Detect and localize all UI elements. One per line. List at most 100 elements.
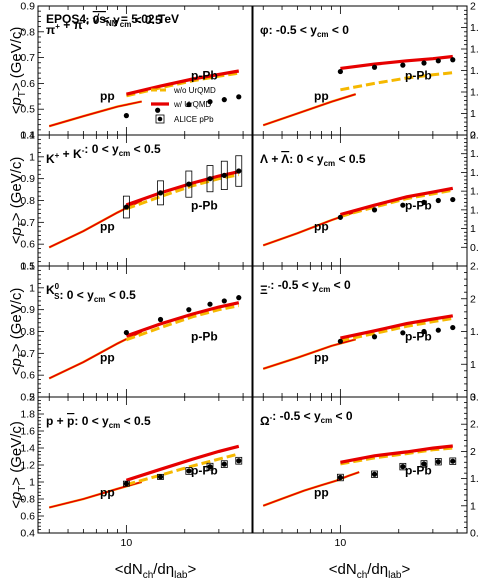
panel-0 xyxy=(48,69,240,128)
y-tick-label: 0.8 xyxy=(20,26,35,38)
pp-label: pp xyxy=(314,485,329,499)
y-tick-label: 0.5 xyxy=(20,104,35,116)
panel-1 xyxy=(262,54,453,127)
data-point xyxy=(157,190,164,196)
y-tick-label: 0.8 xyxy=(20,326,35,338)
data-point xyxy=(450,324,456,331)
y-tick-label: 1.6 xyxy=(470,44,478,56)
y-tick-label: 0.8 xyxy=(20,195,35,207)
y-tick-label: 0.8 xyxy=(470,242,478,254)
y-tick-label: 0.9 xyxy=(20,1,35,13)
ppb-curve-wo-urqmd xyxy=(340,446,453,466)
ppb-curve-w-urqmd xyxy=(125,444,240,482)
y-tick-label: 1 xyxy=(470,500,476,512)
ppb-curve-w-urqmd xyxy=(125,301,240,338)
data-point xyxy=(221,298,227,304)
pp-label: pp xyxy=(100,485,115,499)
y-tick-label: 1.8 xyxy=(470,22,478,34)
data-points-layer xyxy=(122,57,457,487)
ppb-label: p-Pb xyxy=(191,464,218,478)
data-syst-box xyxy=(336,473,344,482)
data-point xyxy=(337,214,343,220)
y-tick-label: 1.4 xyxy=(470,65,478,77)
data-syst-box xyxy=(434,458,442,466)
data-point xyxy=(371,471,378,477)
y-tick-label: 1.8 xyxy=(20,409,35,421)
y-tick-label: 1 xyxy=(470,359,476,371)
ppb-curve-w-urqmd xyxy=(340,444,453,464)
y-axis-label: <pT> (GeV/c) xyxy=(8,27,28,115)
y-axis-label: <pT> (GeV/c) xyxy=(8,157,28,245)
y-tick-label: 0.7 xyxy=(20,348,35,360)
pp-label: pp xyxy=(100,351,115,365)
data-point xyxy=(421,199,427,205)
data-point xyxy=(157,316,164,323)
data-point xyxy=(337,338,343,344)
x-axis-label: <dNch/dηlab> xyxy=(115,561,197,581)
panel-label: Λ + Λ: 0 < ycm < 0.5 xyxy=(260,152,366,168)
pp-label: pp xyxy=(314,220,329,234)
y-tick-label: 1 xyxy=(29,282,35,294)
data-syst-box xyxy=(185,467,193,475)
legend-label: w/o UrQMD xyxy=(173,86,216,95)
y-tick-label: 1.2 xyxy=(470,87,478,99)
y-tick-label: 0.9 xyxy=(20,304,35,316)
y-tick-label: 0.8 xyxy=(470,130,478,142)
ppb-curve-wo-urqmd xyxy=(126,452,240,487)
x-tick-label: 10 xyxy=(335,537,347,549)
ppb-curve-w-urqmd xyxy=(340,314,454,340)
data-point xyxy=(435,197,441,204)
y-axis-label: <pT> (GeV/c) xyxy=(8,288,28,376)
y-axis-label: <pT> (GeV/c) xyxy=(8,421,28,509)
data-point xyxy=(207,176,213,182)
data-point xyxy=(123,113,129,119)
y-tick-label: 1.1 xyxy=(20,130,35,142)
legend: w/o UrQMD w/ UrQMD ALICE pPb xyxy=(151,86,216,124)
pp-label: pp xyxy=(100,89,115,103)
data-point xyxy=(236,295,242,301)
ppb-curve-wo-urqmd xyxy=(340,316,454,343)
y-tick-label: 1 xyxy=(29,477,35,489)
y-tick-label: 0.6 xyxy=(20,511,35,523)
data-syst-box xyxy=(235,456,243,465)
panel-label: Ω-: -0.5 < ycm < 0 xyxy=(260,409,353,428)
y-tick-label: 1.2 xyxy=(20,460,35,472)
ppb-curve-wo-urqmd xyxy=(340,188,454,218)
data-point xyxy=(236,458,242,464)
y-tick-label: 1 xyxy=(470,108,476,120)
data-syst-box xyxy=(122,195,130,219)
data-point xyxy=(186,101,192,108)
y-tick-label: 0.5 xyxy=(20,392,35,404)
pp-curve-w-urqmd xyxy=(262,93,356,127)
data-point xyxy=(421,461,427,467)
y-tick-label: 0.5 xyxy=(470,528,478,540)
pp-label: pp xyxy=(314,351,329,365)
panel-3 xyxy=(262,186,454,247)
legend-swatch-data-box xyxy=(155,114,165,124)
data-point xyxy=(186,181,192,187)
y-tick-label: 0.7 xyxy=(20,52,35,64)
legend-swatch-data-dot xyxy=(157,116,163,122)
panel-label: φ: -0.5 < ycm < 0 xyxy=(260,23,349,39)
data-point xyxy=(186,468,192,474)
pp-curve-w-urqmd xyxy=(262,471,360,507)
y-tick-label: 0.5 xyxy=(20,261,35,273)
y-tick-label: 0.6 xyxy=(20,78,35,90)
data-point xyxy=(337,68,343,75)
y-tick-label: 2 xyxy=(470,1,476,13)
data-point xyxy=(207,464,213,470)
x-tick-label: 10 xyxy=(121,537,133,549)
data-point xyxy=(371,334,378,340)
y-tick-label: 1.6 xyxy=(470,167,478,179)
ppb-label: p-Pb xyxy=(405,69,432,83)
y-tick-label: 1.5 xyxy=(470,473,478,485)
data-syst-box xyxy=(220,160,228,190)
panel-7 xyxy=(262,444,453,507)
ppb-curve-wo-urqmd xyxy=(125,304,240,342)
y-tick-label: 2.5 xyxy=(470,261,478,273)
y-tick-label: 0.4 xyxy=(20,130,35,142)
data-syst-box xyxy=(220,460,228,468)
data-point xyxy=(157,474,164,480)
